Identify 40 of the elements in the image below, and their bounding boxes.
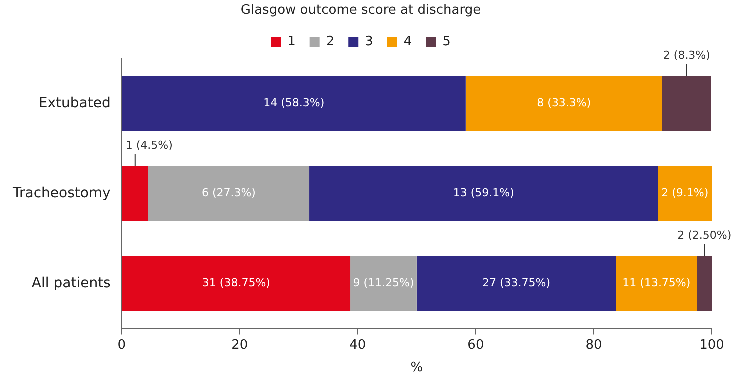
data-label: 11 (13.75%) xyxy=(622,276,691,290)
x-tick-label: 80 xyxy=(586,338,602,353)
data-label: 2 (2.50%) xyxy=(678,229,732,242)
x-tick-label: 100 xyxy=(700,338,724,353)
bar xyxy=(148,166,310,222)
data-label: 1 (4.5%) xyxy=(126,139,173,152)
legend-label: 1 xyxy=(288,34,296,50)
legend-label: 5 xyxy=(442,34,451,50)
y-tick-label: Tracheostomy xyxy=(12,185,111,202)
data-label: 27 (33.75%) xyxy=(482,276,551,290)
x-tick-label: 40 xyxy=(350,338,366,353)
data-label: 6 (27.3%) xyxy=(202,186,256,200)
legend-label: 3 xyxy=(365,34,374,50)
bar xyxy=(122,76,466,132)
y-tick-label: Extubated xyxy=(38,95,111,112)
bar xyxy=(658,166,712,222)
x-tick-label: 0 xyxy=(118,338,126,353)
data-label: 2 (8.3%) xyxy=(663,49,710,62)
x-tick-label: 20 xyxy=(232,338,248,353)
bar xyxy=(122,166,148,222)
legend-title: Glasgow outcome score at discharge xyxy=(240,2,482,18)
legend-label: 2 xyxy=(326,34,335,50)
bar xyxy=(416,256,616,312)
data-label: 13 (59.1%) xyxy=(453,186,514,200)
data-label: 2 (9.1%) xyxy=(662,186,709,200)
y-tick-label: All patients xyxy=(32,275,111,292)
bar xyxy=(697,256,712,312)
bar xyxy=(310,166,658,222)
bar xyxy=(616,256,698,312)
data-label: 14 (58.3%) xyxy=(264,96,325,110)
bar xyxy=(662,76,712,132)
bar xyxy=(350,256,417,312)
x-tick-label: 60 xyxy=(468,338,484,353)
legend-label: 4 xyxy=(404,34,412,50)
data-label: 8 (33.3%) xyxy=(537,96,592,110)
x-axis-title: % xyxy=(410,360,424,376)
data-label: 31 (38.75%) xyxy=(202,276,270,290)
bar xyxy=(466,76,662,132)
bar xyxy=(122,256,351,312)
data-label: 9 (11.25%) xyxy=(353,276,414,290)
